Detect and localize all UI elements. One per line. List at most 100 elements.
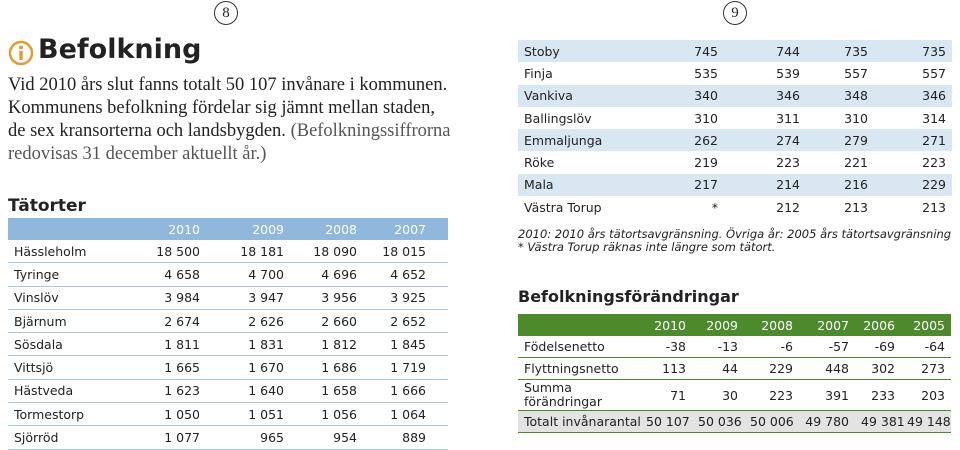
cell: 212 (776, 199, 800, 215)
row: Summa förändringar 71 30 223 391 233 203 (518, 379, 951, 411)
cell: 50 036 (692, 410, 744, 433)
row: Födelsenetto -38 -13 -6 -57 -69 -64 (518, 336, 951, 358)
body: Hässleholm 18 500 18 181 18 090 18 015 Tyring… (8, 240, 448, 450)
cell: 213 (922, 199, 946, 215)
cell: 219 (694, 155, 718, 171)
cell: 279 (806, 129, 874, 152)
cell: 18 181 (206, 240, 290, 264)
row: Hässleholm 18 500 18 181 18 090 18 015 (8, 240, 448, 264)
cell: 4 658 (128, 262, 206, 287)
note: * Västra Torup räknas inte längre som tä… (518, 240, 776, 254)
header-cell: 2005 (901, 314, 951, 336)
row: Bjärnum 2 674 2 626 2 660 2 652 (8, 309, 448, 334)
cell: 4 696 (290, 262, 363, 287)
cell: Sösdala (8, 332, 128, 357)
cell: 3 984 (128, 286, 206, 310)
cell: 310 (844, 110, 868, 126)
cell: Tormestorp (8, 402, 128, 427)
row: Vittsjö 1 665 1 670 1 686 1 719 (8, 355, 448, 380)
row: Mala 217 214 216 229 (518, 173, 952, 197)
cell: 340 (638, 84, 724, 107)
cell: 18 090 (290, 240, 363, 264)
cell: 18 015 (363, 240, 432, 264)
row: Stoby 745 744 735 735 (518, 40, 952, 63)
cell: 1 056 (290, 402, 363, 427)
cell: Vinslöv (8, 286, 128, 310)
cell: 273 (901, 357, 951, 380)
row: Vinslöv 3 984 3 947 3 956 3 925 (8, 286, 448, 310)
cell: 44 (692, 357, 744, 380)
cell: 274 (724, 129, 806, 152)
cell: 965 (206, 425, 290, 450)
cell: 2 652 (363, 309, 432, 334)
cell: 346 (724, 84, 806, 107)
title: Befolkning (38, 34, 202, 65)
cell: 3 956 (290, 286, 363, 310)
table: 2010 2009 2008 2007 Hässleholm 18 500 18 181 18… (8, 218, 448, 450)
cell: 221 (844, 155, 868, 171)
header-cell: 2007 (363, 218, 432, 240)
header-cell (8, 218, 128, 240)
cell: 311 (776, 110, 800, 126)
cell: Vittsjö (8, 355, 128, 380)
page-number: 8 (214, 1, 238, 25)
row: Sösdala 1 811 1 831 1 812 1 845 (8, 332, 448, 357)
cell: 271 (874, 129, 952, 152)
cell: 348 (806, 84, 874, 107)
cell: Ballingslöv (524, 110, 592, 126)
row: Vankiva 340 346 348 346 (518, 84, 952, 107)
cell: Summa förändringar (518, 379, 640, 411)
cell: 213 (844, 199, 868, 215)
cell: 49 780 (799, 410, 855, 433)
notes: 2010: 2010 års tätortsavgränsning. Övrig… (518, 228, 951, 254)
cell: Stoby (518, 40, 638, 63)
cell: 30 (692, 379, 744, 411)
row: Flyttningsnetto 113 44 229 448 302 273 (518, 357, 951, 380)
cell: 262 (638, 129, 724, 152)
row: Emmaljunga 262 274 279 271 (518, 129, 952, 152)
row: Hästveda 1 623 1 640 1 658 1 666 (8, 379, 448, 404)
cell: 745 (638, 40, 724, 63)
cell: Födelsenetto (518, 336, 640, 358)
cell: 539 (776, 65, 800, 81)
cell: 1 640 (206, 379, 290, 404)
cell: 2 660 (290, 309, 363, 334)
header: 2010 2009 2008 2007 (8, 218, 448, 240)
cell: 223 (744, 379, 799, 411)
cell: 744 (724, 40, 806, 63)
cell: Mala (518, 173, 638, 197)
section-heading: Befolkningsförändringar (518, 287, 739, 306)
cell: 229 (744, 357, 799, 380)
cell: 2 674 (128, 309, 206, 334)
row: Totalt invånarantal 50 107 50 036 50 006 49 … (518, 410, 951, 433)
cell: 391 (799, 379, 855, 411)
header-cell: 2008 (290, 218, 363, 240)
cell: 557 (922, 65, 946, 81)
cell: Röke (524, 155, 555, 171)
cell: 3 925 (363, 286, 432, 310)
cell: 1 050 (128, 402, 206, 427)
cell: Bjärnum (8, 309, 128, 334)
cell: 3 947 (206, 286, 290, 310)
cell: 49 381 (855, 410, 905, 433)
body: Födelsenetto -38 -13 -6 -57 -69 -64 Flyttningsn… (518, 336, 951, 433)
cell: -13 (692, 336, 744, 358)
header-cell: 2006 (855, 314, 901, 336)
cell: 1 623 (128, 379, 206, 404)
note: 2010: 2010 års tätortsavgränsning. Övrig… (518, 227, 952, 241)
cell: 113 (640, 357, 692, 380)
cell: 1 845 (363, 332, 432, 357)
cell: 889 (363, 425, 432, 450)
cell: 49 148 (901, 410, 951, 433)
cell: 1 811 (128, 332, 206, 357)
cell: 229 (874, 173, 952, 197)
header-cell: 2010 (128, 218, 206, 240)
cell: 203 (901, 379, 951, 411)
header: 2010 2009 2008 2007 2006 2005 (518, 314, 951, 336)
page-number: 9 (723, 1, 747, 25)
header-row: 2010 2009 2008 2007 2006 2005 (518, 314, 951, 336)
cell: 2 626 (206, 309, 290, 334)
cell: 735 (874, 40, 952, 63)
cell: 346 (874, 84, 952, 107)
